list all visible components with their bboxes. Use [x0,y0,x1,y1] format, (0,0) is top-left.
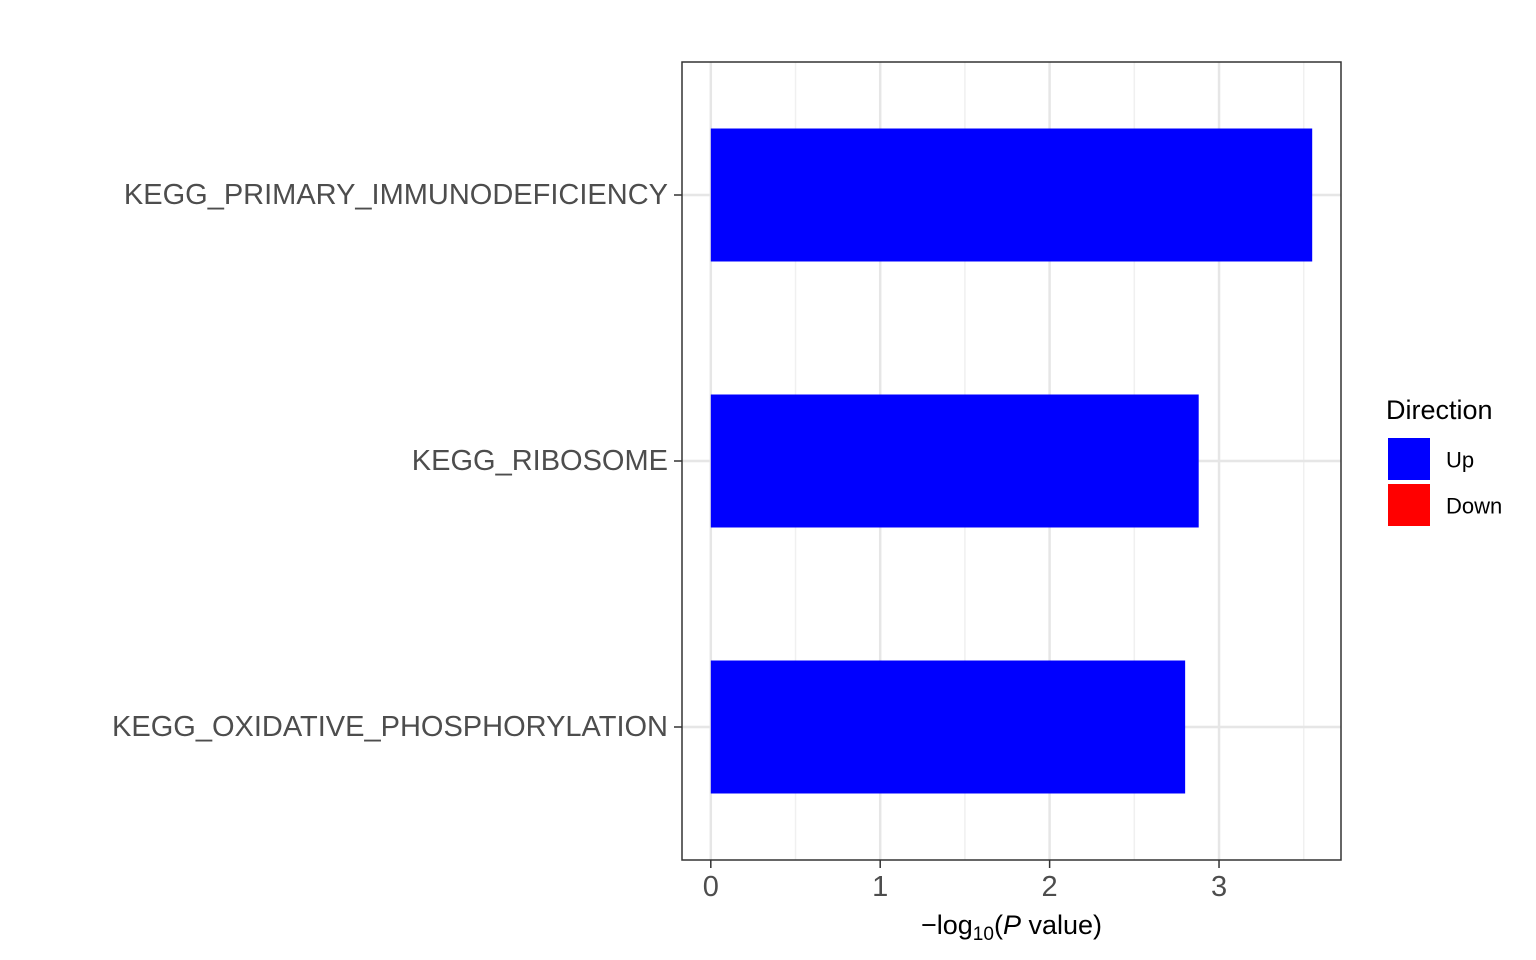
y-axis: KEGG_PRIMARY_IMMUNODEFICIENCY KEGG_RIBOSO… [112,179,682,743]
legend-items: Up Down [1388,438,1502,526]
bars [710,128,1313,794]
category-label: KEGG_PRIMARY_IMMUNODEFICIENCY [124,179,668,211]
x-axis-title-open: ( [994,910,1003,940]
x-tick-label: 3 [1211,871,1227,903]
x-axis-title-prefix: −log [921,910,973,940]
legend-swatch [1388,438,1430,480]
x-axis-title-suffix: value) [1021,910,1102,940]
x-axis: 0 1 2 3 [703,860,1227,903]
x-axis-title-subscript: 10 [973,924,994,945]
x-tick-label: 2 [1042,871,1058,903]
bar [710,660,1186,794]
legend-swatch [1388,484,1430,526]
x-tick-label: 1 [872,871,888,903]
x-axis-title: −log10(P value) [921,910,1102,945]
x-axis-title-italic: P [1003,910,1021,940]
category-label: KEGG_RIBOSOME [412,445,668,477]
bar [710,394,1199,528]
category-label: KEGG_OXIDATIVE_PHOSPHORYLATION [112,711,668,743]
legend-label: Up [1446,448,1474,473]
legend-title: Direction [1386,395,1493,425]
legend: Direction Up Down [1386,395,1502,526]
x-tick-label: 0 [703,871,719,903]
bar [710,128,1313,262]
legend-label: Down [1446,494,1502,519]
